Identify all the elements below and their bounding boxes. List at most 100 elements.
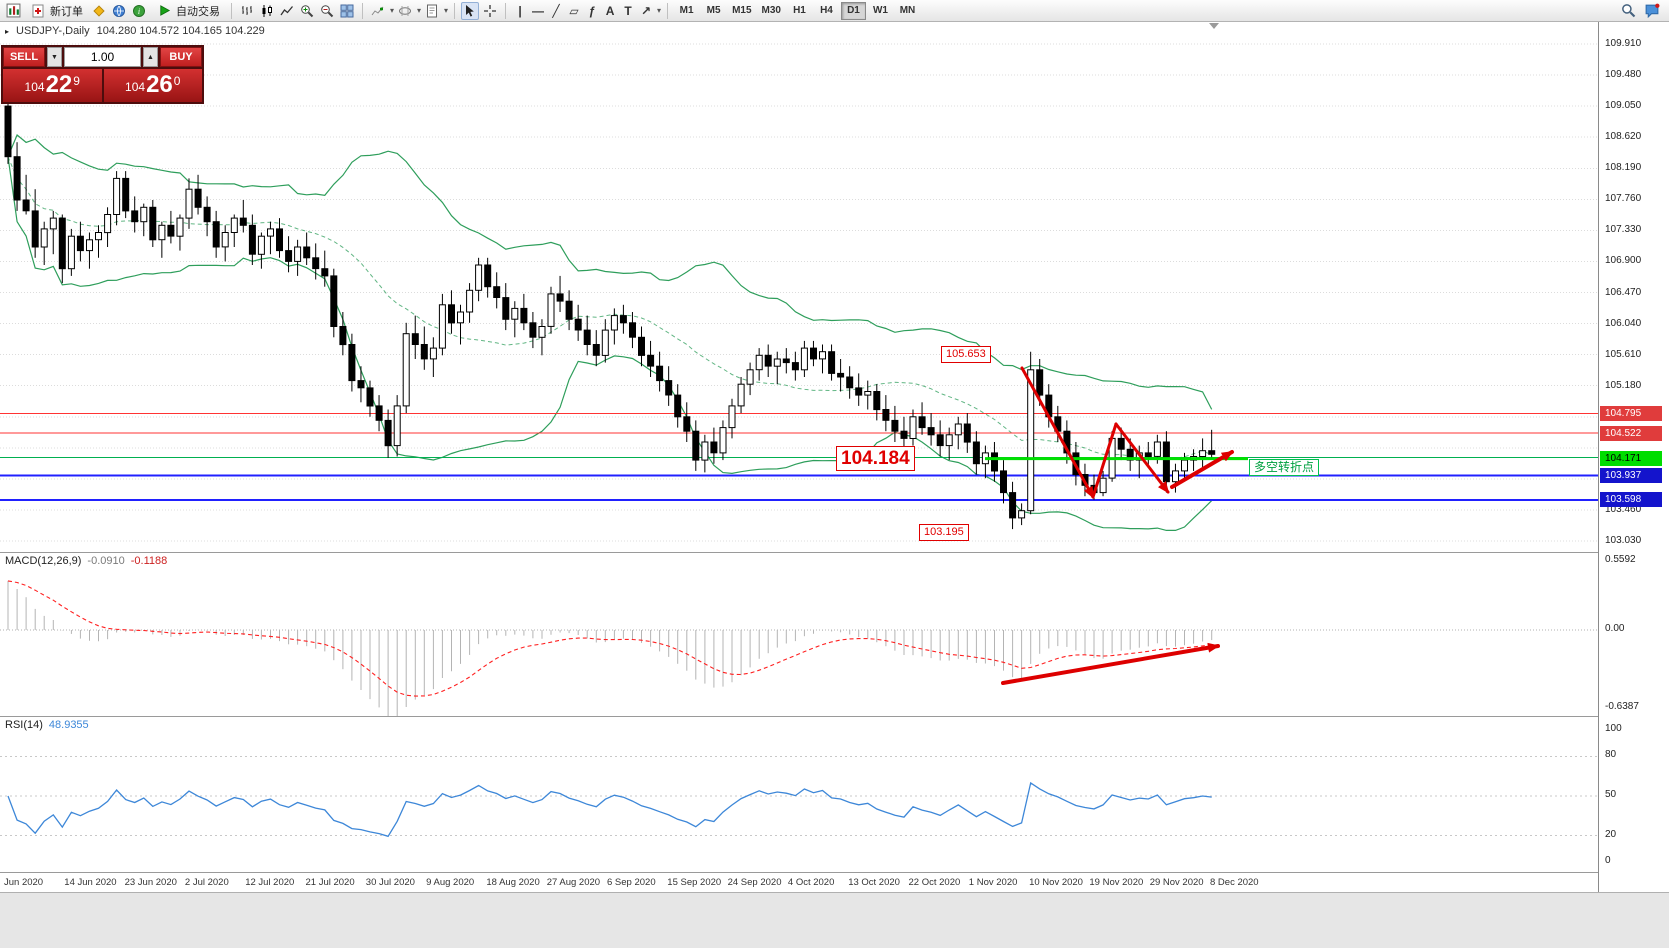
zoom-in-icon[interactable] [298, 2, 316, 20]
line-chart-type-icon[interactable] [278, 2, 296, 20]
volume-increase-button[interactable]: ▲ [143, 47, 158, 67]
templates-icon[interactable] [423, 2, 441, 20]
toolbar-separator [231, 2, 232, 19]
pivot-text-label[interactable]: 多空转折点 [1249, 459, 1320, 476]
price-tag-red[interactable]: 104.522 [1600, 425, 1662, 441]
price-tag-blue[interactable]: 103.937 [1600, 467, 1662, 483]
price-tag-red[interactable]: 104.795 [1600, 405, 1662, 421]
cycles-dropdown-icon[interactable]: ▾ [417, 6, 422, 15]
sell-price-big: 22 [45, 71, 73, 98]
chart-shift-marker[interactable] [1209, 23, 1219, 29]
price-tick: 109.050 [1605, 100, 1642, 112]
channel-tool-icon[interactable]: ▱ [569, 3, 579, 18]
pivot-price-label[interactable]: 104.184 [836, 446, 915, 471]
high-price-label[interactable]: 105.653 [941, 346, 991, 363]
sell-price-prefix: 104 [24, 80, 45, 94]
macd-panel[interactable]: MACD(12,26,9) -0.0910 -0.1188 [0, 552, 1598, 716]
date-label: 23 Jun 2020 [124, 877, 177, 888]
horizontal-line-tool-icon[interactable]: — [532, 3, 545, 18]
bar-chart-type-icon[interactable] [238, 2, 256, 20]
volume-decrease-button[interactable]: ▼ [47, 47, 62, 67]
timeframe-m5[interactable]: M5 [706, 4, 721, 16]
date-label: 8 Dec 2020 [1210, 877, 1259, 888]
autotrading-button[interactable]: 自动交易 [150, 1, 225, 21]
arrows-tool-icon[interactable]: ↗ [641, 3, 652, 18]
timeframe-m1[interactable]: M1 [679, 4, 694, 16]
buy-price-big: 26 [146, 71, 173, 98]
cursor-tool-icon[interactable] [461, 1, 480, 20]
search-icon[interactable] [1619, 2, 1637, 20]
indicators-icon[interactable] [369, 2, 387, 20]
timeframe-w1[interactable]: W1 [872, 4, 888, 16]
macd-label: MACD(12,26,9) -0.0910 -0.1188 [5, 555, 167, 567]
community-icon[interactable]: i [130, 2, 148, 20]
candlestick-type-icon[interactable] [258, 2, 276, 20]
trendline-tool-icon[interactable]: ╱ [552, 3, 560, 18]
arrows-dropdown-icon[interactable]: ▾ [657, 6, 662, 15]
price-tick: 107.330 [1605, 224, 1642, 236]
timeframe-d1[interactable]: D1 [840, 1, 866, 20]
rsi-name: RSI(14) [5, 719, 43, 731]
buy-button[interactable]: BUY [160, 47, 202, 67]
rsi-tick: 80 [1605, 749, 1617, 761]
text-tool-icon[interactable]: A [605, 3, 615, 18]
sell-button[interactable]: SELL [3, 47, 45, 67]
time-axis[interactable]: Jun 2020 14 Jun 2020 23 Jun 2020 2 Jul 2020… [0, 872, 1598, 892]
templates-dropdown-icon[interactable]: ▾ [444, 6, 449, 15]
price-chart-canvas[interactable] [0, 22, 1598, 552]
label-tool-icon[interactable]: T [624, 3, 632, 18]
price-tag-green[interactable]: 104.171 [1600, 451, 1662, 467]
timeframe-h4[interactable]: H4 [820, 4, 833, 16]
price-tick: 103.460 [1605, 503, 1642, 515]
new-order-button[interactable]: 新订单 [24, 1, 88, 21]
new-chart-icon[interactable] [4, 2, 22, 20]
date-label: 13 Oct 2020 [848, 877, 900, 888]
timeframe-h1[interactable]: H1 [793, 4, 806, 16]
profiles-icon[interactable] [110, 2, 128, 20]
bottom-strip [0, 892, 1669, 948]
date-label: 10 Nov 2020 [1029, 877, 1083, 888]
macd-canvas [0, 580, 1598, 716]
timeframe-m30[interactable]: M30 [761, 4, 781, 16]
date-label: 22 Oct 2020 [908, 877, 961, 888]
rsi-canvas [0, 755, 1598, 838]
macd-main-value: -0.0910 [87, 555, 125, 567]
rsi-panel[interactable]: RSI(14) 48.9355 [0, 716, 1598, 872]
low-price-label[interactable]: 103.195 [919, 524, 969, 541]
mql5-icon[interactable] [90, 2, 108, 20]
crosshair-tool-icon[interactable] [481, 2, 499, 20]
price-tick: 106.040 [1605, 317, 1642, 329]
date-label: 19 Nov 2020 [1089, 877, 1144, 888]
date-label: 1 Nov 2020 [968, 877, 1018, 888]
rsi-tick: 20 [1605, 828, 1617, 840]
chart-title: ▸ USDJPY-,Daily 104.280 104.572 104.165 … [5, 25, 265, 37]
sell-price-sup: 9 [73, 74, 80, 88]
date-label: 21 Jul 2020 [305, 877, 355, 888]
indicators-dropdown-icon[interactable]: ▾ [390, 6, 395, 15]
macd-signal-value: -0.1188 [130, 555, 168, 567]
rsi-label: RSI(14) 48.9355 [5, 719, 89, 731]
buy-price-button[interactable]: 104 26 0 [103, 69, 202, 102]
volume-input[interactable] [64, 47, 141, 67]
sell-price-button[interactable]: 104 22 9 [3, 69, 102, 102]
date-label: 6 Sep 2020 [607, 877, 656, 888]
timeframe-m15[interactable]: M15 [732, 4, 752, 16]
main-toolbar: 新订单 i 自动交易 ▾ ▾ ▾ [0, 0, 1669, 22]
fibonacci-tool-icon[interactable]: ƒ [588, 3, 596, 18]
chat-icon[interactable] [1643, 2, 1661, 20]
date-label: 30 Jul 2020 [365, 877, 415, 888]
date-label: 15 Sep 2020 [667, 877, 722, 888]
vertical-line-tool-icon[interactable]: | [518, 3, 522, 18]
buy-price-sup: 0 [173, 74, 181, 88]
toolbar-separator [667, 2, 669, 19]
zoom-out-icon[interactable] [318, 2, 336, 20]
price-tag-blue[interactable]: 103.598 [1600, 492, 1662, 508]
price-axis[interactable]: 109.910 109.480 109.050 108.620 108.190 107.7… [1598, 22, 1669, 892]
price-chart-area[interactable]: ▸ USDJPY-,Daily 104.280 104.572 104.165 … [0, 22, 1598, 552]
price-tick: 107.760 [1605, 193, 1642, 205]
tile-windows-icon[interactable] [338, 2, 356, 20]
date-label: Jun 2020 [4, 877, 44, 888]
cycles-icon[interactable] [396, 2, 414, 20]
timeframe-mn[interactable]: MN [899, 4, 916, 16]
price-tick: 106.470 [1605, 286, 1642, 298]
